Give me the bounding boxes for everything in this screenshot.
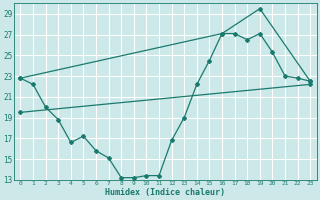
X-axis label: Humidex (Indice chaleur): Humidex (Indice chaleur) (105, 188, 225, 197)
